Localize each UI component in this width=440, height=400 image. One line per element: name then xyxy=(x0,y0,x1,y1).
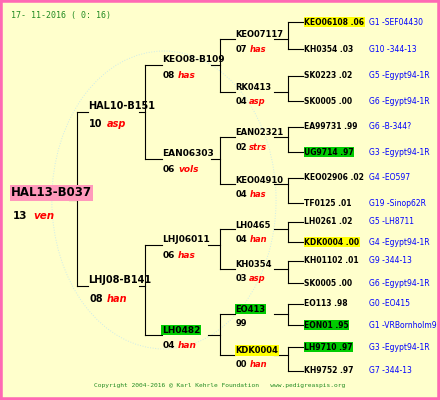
Text: UG9714 .97: UG9714 .97 xyxy=(304,148,354,157)
Text: has: has xyxy=(178,71,196,80)
Text: 03: 03 xyxy=(236,274,247,283)
Text: 99: 99 xyxy=(236,319,247,328)
Text: G7 -344-13: G7 -344-13 xyxy=(369,366,412,375)
Text: han: han xyxy=(106,294,127,304)
Text: KEO08-B109: KEO08-B109 xyxy=(162,55,224,64)
Text: G9 -344-13: G9 -344-13 xyxy=(369,256,412,265)
Text: G6 -Egypt94-1R: G6 -Egypt94-1R xyxy=(369,97,429,106)
Text: asp: asp xyxy=(106,119,126,129)
Text: has: has xyxy=(249,190,266,199)
Text: strs: strs xyxy=(249,142,268,152)
Text: G5 -Egypt94-1R: G5 -Egypt94-1R xyxy=(369,71,429,80)
Text: KH9752 .97: KH9752 .97 xyxy=(304,366,354,375)
Text: KEO02906 .02: KEO02906 .02 xyxy=(304,173,364,182)
Text: EO113 .98: EO113 .98 xyxy=(304,299,348,308)
Text: KDK0004 .00: KDK0004 .00 xyxy=(304,238,359,247)
Text: KH0354 .03: KH0354 .03 xyxy=(304,44,353,54)
Text: HAL13-B037: HAL13-B037 xyxy=(11,186,92,200)
Text: G3 -Egypt94-1R: G3 -Egypt94-1R xyxy=(369,342,429,352)
Text: G6 -B-344?: G6 -B-344? xyxy=(369,122,411,131)
Text: LHJ08-B141: LHJ08-B141 xyxy=(88,275,152,285)
Text: SK0223 .02: SK0223 .02 xyxy=(304,71,352,80)
Text: SK0005 .00: SK0005 .00 xyxy=(304,97,352,106)
Text: 06: 06 xyxy=(163,165,175,174)
Text: RK0413: RK0413 xyxy=(235,83,271,92)
Text: 13: 13 xyxy=(13,211,28,221)
Text: LH0261 .02: LH0261 .02 xyxy=(304,217,352,226)
Text: KDK0004: KDK0004 xyxy=(235,346,278,355)
Text: G4 -EO597: G4 -EO597 xyxy=(369,173,410,182)
Text: LHJ06011: LHJ06011 xyxy=(162,236,209,244)
Text: KEO04910: KEO04910 xyxy=(235,176,283,184)
Text: has: has xyxy=(178,251,196,260)
Text: G1 -VRBornholm9: G1 -VRBornholm9 xyxy=(369,321,436,330)
Text: SK0005 .00: SK0005 .00 xyxy=(304,279,352,288)
Text: EON01 .95: EON01 .95 xyxy=(304,321,349,330)
Text: TF0125 .01: TF0125 .01 xyxy=(304,199,352,208)
Text: G0 -EO415: G0 -EO415 xyxy=(369,299,410,308)
Text: HAL10-B151: HAL10-B151 xyxy=(88,100,155,110)
Text: EAN06303: EAN06303 xyxy=(162,149,213,158)
Text: EO413: EO413 xyxy=(235,305,265,314)
Text: 04: 04 xyxy=(236,190,248,199)
Text: han: han xyxy=(249,235,267,244)
Text: 00: 00 xyxy=(236,360,247,369)
Text: G4 -Egypt94-1R: G4 -Egypt94-1R xyxy=(369,238,429,247)
Text: KH0354: KH0354 xyxy=(235,260,271,269)
Text: vols: vols xyxy=(178,165,199,174)
Text: G1 -SEF04430: G1 -SEF04430 xyxy=(369,18,423,27)
Text: 08: 08 xyxy=(89,294,103,304)
Text: Copyright 2004-2016 @ Karl Kehrle Foundation   www.pedigreaspis.org: Copyright 2004-2016 @ Karl Kehrle Founda… xyxy=(94,383,346,388)
Text: KEO07117: KEO07117 xyxy=(235,30,283,40)
Text: 02: 02 xyxy=(236,142,248,152)
Text: EA99731 .99: EA99731 .99 xyxy=(304,122,358,131)
Text: LH0465: LH0465 xyxy=(235,220,271,230)
Text: 04: 04 xyxy=(236,98,248,106)
Text: asp: asp xyxy=(249,274,266,283)
Text: han: han xyxy=(249,360,267,369)
Text: LH9710 .97: LH9710 .97 xyxy=(304,342,353,352)
Text: 10: 10 xyxy=(89,119,103,129)
Text: ven: ven xyxy=(33,211,55,221)
Text: 04: 04 xyxy=(236,235,248,244)
Text: KEO06108 .06: KEO06108 .06 xyxy=(304,18,364,27)
Text: 07: 07 xyxy=(236,44,247,54)
Text: G3 -Egypt94-1R: G3 -Egypt94-1R xyxy=(369,148,429,157)
Text: 08: 08 xyxy=(163,71,175,80)
Text: han: han xyxy=(178,341,197,350)
Text: G19 -Sinop62R: G19 -Sinop62R xyxy=(369,199,426,208)
Text: has: has xyxy=(249,44,266,54)
Text: 17- 11-2016 ( 0: 16): 17- 11-2016 ( 0: 16) xyxy=(11,11,111,20)
Text: EAN02321: EAN02321 xyxy=(235,128,283,138)
Text: G5 -LH8711: G5 -LH8711 xyxy=(369,217,414,226)
Text: 04: 04 xyxy=(163,341,175,350)
Text: LH0482: LH0482 xyxy=(162,326,200,335)
Text: G10 -344-13: G10 -344-13 xyxy=(369,44,416,54)
Text: G6 -Egypt94-1R: G6 -Egypt94-1R xyxy=(369,279,429,288)
Text: asp: asp xyxy=(249,98,266,106)
Text: 06: 06 xyxy=(163,251,175,260)
Text: KH01102 .01: KH01102 .01 xyxy=(304,256,359,265)
